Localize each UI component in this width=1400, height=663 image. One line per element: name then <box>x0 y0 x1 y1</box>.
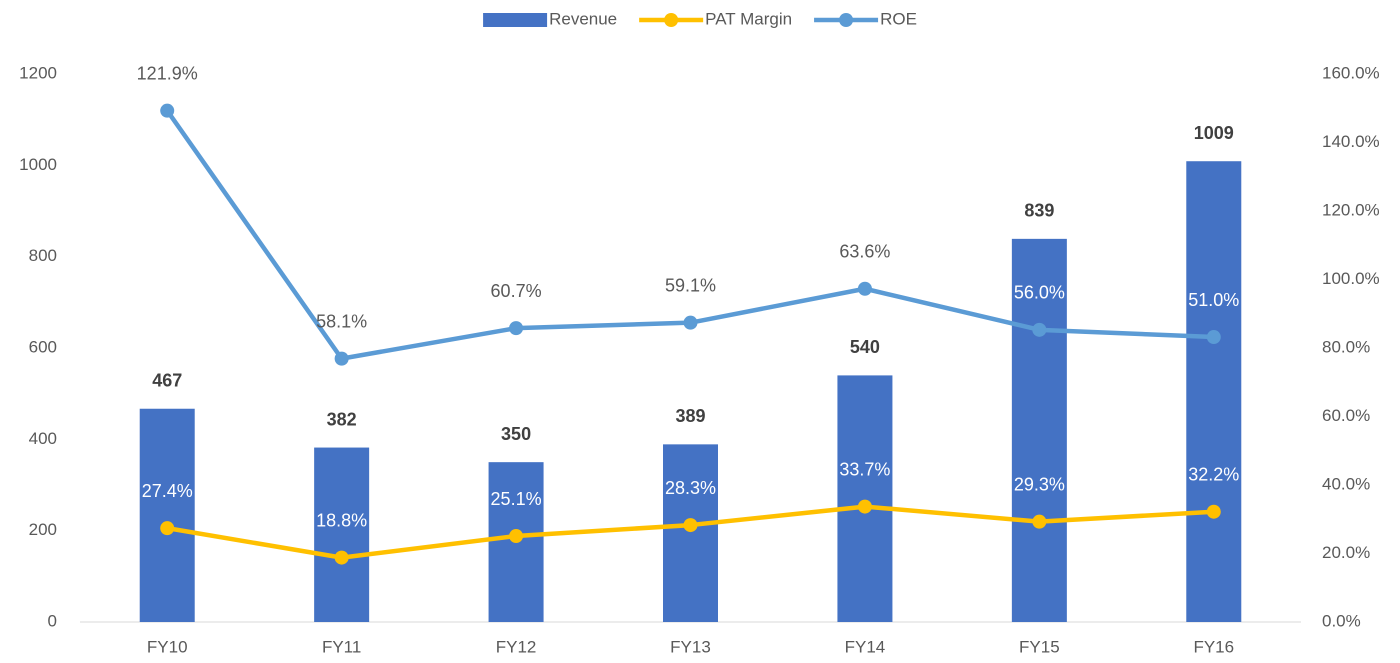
legend-marker <box>664 13 679 27</box>
bar <box>139 408 195 622</box>
line-marker <box>683 518 698 533</box>
y2-tick-label: 60.0% <box>1322 406 1370 425</box>
bar-value-label: 839 <box>1024 201 1054 221</box>
bar-value-label: 382 <box>327 409 357 429</box>
line-marker <box>1032 514 1047 529</box>
line-value-label: 51.0% <box>1188 290 1239 310</box>
y2-tick-label: 160.0% <box>1322 63 1380 82</box>
y-tick-label: 400 <box>29 429 57 448</box>
line-marker <box>1032 322 1047 337</box>
bar <box>1186 161 1242 622</box>
legend: Revenue PAT Margin ROE <box>483 9 917 28</box>
y-tick-label: 200 <box>29 520 57 539</box>
line-marker <box>160 521 175 536</box>
x-tick-label: FY12 <box>496 637 537 656</box>
line-value-label: 60.7% <box>491 281 542 301</box>
line-marker <box>1206 330 1221 345</box>
legend-label: ROE <box>880 9 917 28</box>
x-tick-label: FY11 <box>322 637 361 656</box>
legend-label: PAT Margin <box>705 9 792 28</box>
line-marker <box>334 351 349 366</box>
line-value-label: 121.9% <box>137 63 198 83</box>
bar <box>314 447 370 622</box>
y2-tick-label: 20.0% <box>1322 543 1370 562</box>
line-value-label: 29.3% <box>1014 474 1065 494</box>
line-value-label: 28.3% <box>665 478 716 498</box>
line-value-label: 18.8% <box>316 510 367 530</box>
x-tick-label: FY13 <box>670 637 711 656</box>
y-tick-label: 1200 <box>19 63 57 82</box>
y-tick-label: 1000 <box>19 155 57 174</box>
legend-marker <box>839 13 854 27</box>
bar-value-label: 1009 <box>1194 123 1234 143</box>
line-marker <box>509 321 524 336</box>
y2-tick-label: 40.0% <box>1322 474 1370 493</box>
line-value-label: 25.1% <box>491 489 542 509</box>
y2-tick-label: 120.0% <box>1322 200 1380 219</box>
line-value-label: 27.4% <box>142 481 193 501</box>
line-value-label: 58.1% <box>316 311 367 331</box>
line-marker <box>509 529 524 544</box>
bar-value-label: 467 <box>152 370 182 390</box>
y-tick-label: 600 <box>29 337 57 356</box>
bar-value-label: 350 <box>501 424 531 444</box>
line-marker <box>857 281 872 296</box>
x-tick-label: FY10 <box>147 637 188 656</box>
bar <box>837 375 893 622</box>
bar <box>663 444 718 622</box>
y-tick-label: 800 <box>29 246 57 265</box>
x-tick-label: FY15 <box>1019 637 1060 656</box>
y2-tick-label: 80.0% <box>1322 337 1370 356</box>
line-value-label: 63.6% <box>839 241 890 261</box>
y2-tick-label: 140.0% <box>1322 132 1380 151</box>
x-tick-label: FY16 <box>1193 637 1234 656</box>
bar <box>1011 238 1067 622</box>
line-marker <box>160 103 175 118</box>
line-marker <box>683 315 698 330</box>
y2-tick-label: 100.0% <box>1322 269 1380 288</box>
line-value-label: 33.7% <box>839 459 890 479</box>
line-value-label: 59.1% <box>665 275 716 295</box>
y-tick-label: 0 <box>48 611 57 630</box>
line-marker <box>334 550 349 565</box>
legend-swatch <box>483 13 548 27</box>
line-value-label: 56.0% <box>1014 283 1065 303</box>
line-value-label: 32.2% <box>1188 464 1239 484</box>
y2-tick-label: 0.0% <box>1322 611 1361 630</box>
bar-value-label: 389 <box>675 406 705 426</box>
line-marker <box>857 499 872 514</box>
bar-value-label: 540 <box>850 337 880 357</box>
x-tick-label: FY14 <box>845 637 886 656</box>
legend-label: Revenue <box>549 9 617 28</box>
line-marker <box>1206 504 1221 519</box>
